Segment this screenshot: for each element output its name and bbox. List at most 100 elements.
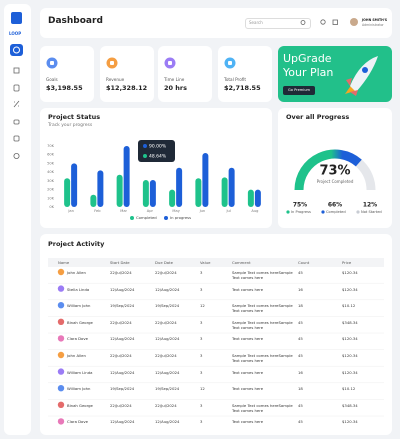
table-cell: 3 [200,419,203,425]
table-cell: Binah George [67,402,93,408]
table-cell: 45 [298,319,303,325]
table-cell: 22/Jul/2024 [110,270,132,275]
stat-label: Time Line [164,77,185,82]
column-header: Start Date [110,260,130,265]
table-cell: 3 [200,402,203,408]
table-cell: 19/Sep/2024 [155,303,180,309]
table-cell: 12 [200,386,205,392]
user-role: Administrator [362,23,384,27]
table-cell: Text comes here [232,286,264,292]
table-cell: 3 [200,336,203,342]
table-cell: 16 [298,369,303,375]
table-cell: Clara Dove [67,336,88,342]
table-header-row [48,258,384,267]
column-header: Count [298,260,310,265]
table-cell: $348.34 [342,402,358,408]
table-cell: 12/Aug/2024 [110,419,135,425]
table-cell: 22/Jul/2024 [155,353,177,358]
chart-subtitle: Track your progress [48,123,93,128]
table-cell: 19/Sep/2024 [155,386,180,392]
stat-value: 20 hrs [164,84,188,92]
table-cell: 22/Jul/2024 [110,402,132,408]
table-cell: $120.34 [342,336,358,342]
table-cell: 22/Jul/2024 [110,353,132,358]
search-placeholder: Search [249,20,263,25]
table-cell: Binah George [67,319,93,325]
stat-card [40,46,94,102]
table-cell: 22/Jul/2024 [110,319,132,325]
stat-card [158,46,212,102]
chart-title: Project Status [48,113,101,121]
table-cell: 3 [200,286,203,292]
table-cell: 3 [200,270,203,275]
table-cell: 45 [298,270,303,275]
table-cell: Sample Text comes hereSample Text comes … [232,319,293,330]
column-header: Price [342,260,352,265]
table-cell: 18 [298,303,303,309]
progress-card [278,108,392,228]
table-cell: 45 [298,336,303,342]
premium-button[interactable]: Go Premium [283,86,315,95]
table-cell: 12/Aug/2024 [110,369,135,375]
table-cell: $10.12 [342,386,356,392]
table-cell: 45 [298,353,303,358]
table-cell: 22/Jul/2024 [155,270,177,275]
table-cell: William Linda [67,369,93,375]
logo-text: LOOP [9,31,22,36]
column-header: Due Date [155,260,173,265]
stat-value: $3,198.55 [46,84,83,92]
stat-card [100,46,154,102]
table-cell: 12/Aug/2024 [155,286,180,292]
stat-value: $12,328.12 [106,84,148,92]
table-cell: $120.34 [342,369,358,375]
table-cell: Clara Dove [67,419,88,425]
table-cell: Text comes here [232,336,264,342]
stat-label: Total Profit [224,77,247,82]
table-cell: 3 [200,353,203,358]
table-cell: William John [67,303,91,309]
table-cell: 12/Aug/2024 [155,336,180,342]
table-cell: $120.34 [342,353,358,358]
search-box[interactable] [245,18,311,29]
table-cell: Stella Linda [67,286,90,292]
upgrade-title: UpGrade Your Plan [283,52,334,79]
table-cell: Sample Text comes hereSample Text comes … [232,402,293,413]
table-cell: 19/Sep/2024 [110,386,135,392]
table-cell: 22/Jul/2024 [155,319,177,325]
table-cell: 12/Aug/2024 [155,369,180,375]
table-cell: 12/Aug/2024 [155,419,180,425]
table-cell: 12/Aug/2024 [110,286,135,292]
table-cell: $10.12 [342,303,356,309]
table-cell: 45 [298,402,303,408]
sidebar [4,4,31,435]
table-cell: 12 [200,303,205,309]
table-cell: 19/Sep/2024 [110,303,135,309]
table-cell: $120.34 [342,270,358,275]
table-cell: 22/Jul/2024 [155,402,177,408]
table-cell: Sample Text comes hereSample Text comes … [232,353,293,363]
column-header: Name [58,260,70,265]
table-cell: Text comes here [232,369,264,375]
table-cell: $120.34 [342,286,358,292]
table-cell: 12/Aug/2024 [110,336,135,342]
activity-card [40,234,392,435]
activity-title: Project Activity [48,240,105,248]
table-cell: 3 [200,319,203,325]
stat-label: Goals [46,77,58,82]
stat-card [218,46,272,102]
stat-label: Revenue [106,77,125,82]
column-header: Value [200,260,211,265]
column-header: Comment [232,260,251,265]
table-cell: $120.34 [342,419,358,425]
stat-value: $2,718.55 [224,84,261,92]
table-cell: John Allen [67,353,86,358]
table-cell: Sample Text comes hereSample Text comes … [232,270,293,280]
table-cell: Text comes here [232,419,264,425]
table-cell: 3 [200,369,203,375]
table-cell: 16 [298,286,303,292]
table-cell: John Allen [67,270,86,275]
table-cell: Sample Text comes hereSample Text comes … [232,303,293,314]
progress-title: Over all Progress [286,113,350,121]
table-cell: William John [67,386,91,392]
